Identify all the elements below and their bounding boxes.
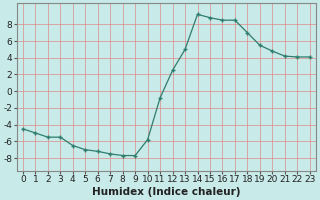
X-axis label: Humidex (Indice chaleur): Humidex (Indice chaleur) <box>92 187 241 197</box>
